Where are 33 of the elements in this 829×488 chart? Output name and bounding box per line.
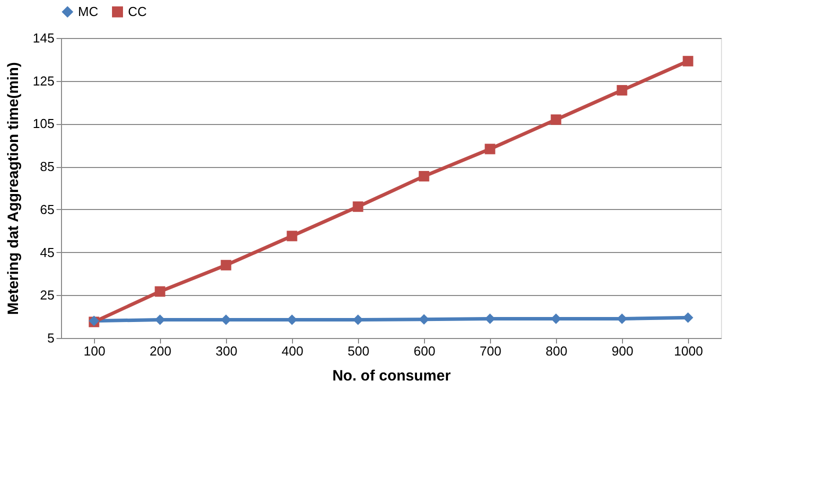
point: [550, 114, 562, 125]
point: [220, 260, 232, 270]
point: [352, 201, 364, 212]
point: [616, 85, 628, 96]
y-tick-label: 85: [40, 159, 54, 174]
point: [418, 314, 430, 325]
x-tick-label: 600: [414, 344, 436, 358]
legend-label: CC: [128, 4, 147, 19]
x-tick-label: 400: [282, 344, 304, 358]
y-tick-label: 145: [32, 30, 54, 46]
x-tick-label: 500: [348, 344, 370, 358]
point: [484, 144, 496, 154]
y-tick-label: 45: [40, 244, 54, 260]
x-tick-label: 900: [612, 344, 634, 358]
y-tick-label: 105: [32, 116, 54, 132]
point: [682, 312, 694, 323]
x-axis-title: No. of consumer: [332, 368, 451, 384]
point: [418, 170, 430, 182]
x-tick-label: 100: [84, 344, 106, 358]
point: [286, 230, 298, 242]
x-tick-label: 200: [150, 344, 172, 358]
x-tick-label: 700: [480, 344, 502, 358]
point: [682, 56, 694, 66]
legend-label: MC: [78, 4, 98, 19]
y-tick-label: 5: [47, 330, 54, 346]
x-tick-label: 300: [216, 344, 238, 358]
x-tick-label: 1000: [674, 344, 703, 358]
point: [154, 286, 166, 297]
y-axis-title: Metering dat Aggreagtion time(min): [4, 62, 22, 315]
y-tick-label: 65: [40, 202, 54, 217]
y-tick-label: 125: [32, 73, 54, 88]
y-tick-label: 25: [40, 288, 54, 303]
x-tick-label: 800: [546, 344, 568, 358]
